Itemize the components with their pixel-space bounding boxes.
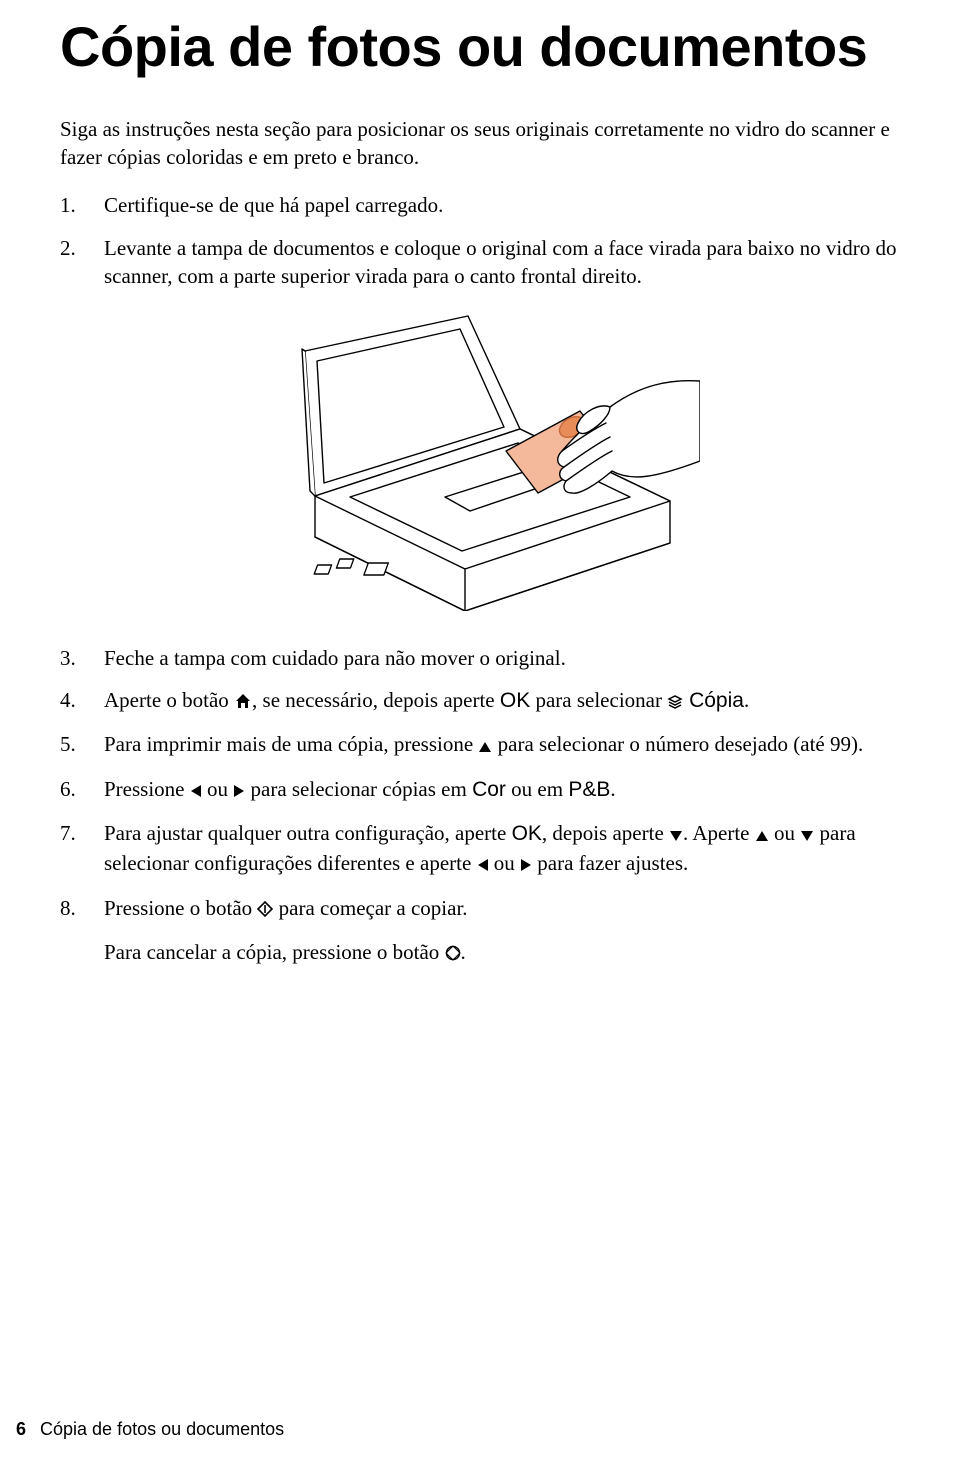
- step-6-text-a: Pressione: [104, 777, 190, 801]
- triangle-down-icon: [800, 821, 814, 849]
- triangle-left-icon: [477, 851, 489, 879]
- ok-label-2: OK: [512, 822, 542, 845]
- step-7-text-b: , depois aperte: [542, 821, 669, 845]
- triangle-right-icon: [233, 777, 245, 805]
- cor-label: Cor: [472, 778, 506, 801]
- step-5-text-b: para selecionar o número desejado (até 9…: [492, 732, 863, 756]
- start-diamond-icon: [257, 896, 273, 924]
- ok-label: OK: [500, 689, 530, 712]
- home-icon: [234, 688, 252, 716]
- step-7-text-d: ou: [769, 821, 801, 845]
- steps-list: Certifique-se de que há papel carregado.…: [60, 191, 900, 923]
- step-6-text-b: ou: [202, 777, 234, 801]
- stop-cancel-icon: [445, 940, 461, 968]
- step-4-text-a: Aperte o botão: [104, 688, 234, 712]
- step-1: Certifique-se de que há papel carregado.: [60, 191, 900, 219]
- step-7-text-a: Para ajustar qualquer outra configuração…: [104, 821, 512, 845]
- triangle-down-icon: [669, 821, 683, 849]
- step-5-text-a: Para imprimir mais de uma cópia, pressio…: [104, 732, 478, 756]
- step-4-text-b: , se necessário, depois aperte: [252, 688, 500, 712]
- step-6: Pressione ou para selecionar cópias em C…: [60, 775, 900, 805]
- step-8-continuation: Para cancelar a cópia, pressione o botão…: [60, 938, 900, 968]
- step-7-text-c: . Aperte: [683, 821, 755, 845]
- triangle-left-icon: [190, 777, 202, 805]
- triangle-up-icon: [478, 732, 492, 760]
- step-5: Para imprimir mais de uma cópia, pressio…: [60, 730, 900, 760]
- intro-paragraph: Siga as instruções nesta seção para posi…: [60, 115, 900, 172]
- step-8-text-b: para começar a copiar.: [273, 896, 467, 920]
- step-4: Aperte o botão , se necessário, depois a…: [60, 686, 900, 716]
- step-2: Levante a tampa de documentos e coloque …: [60, 234, 900, 291]
- copia-label: Cópia: [683, 689, 744, 712]
- page-heading: Cópia de fotos ou documentos: [60, 0, 900, 77]
- step-3: Feche a tampa com cuidado para não mover…: [60, 644, 900, 672]
- step-7-text-f: ou: [489, 851, 521, 875]
- step-8-text-a: Pressione o botão: [104, 896, 257, 920]
- triangle-up-icon: [755, 821, 769, 849]
- step-7: Para ajustar qualquer outra configuração…: [60, 819, 900, 880]
- step-8: Pressione o botão para começar a copiar.: [60, 894, 900, 924]
- step-8-cont-a: Para cancelar a cópia, pressione o botão: [104, 940, 445, 964]
- step-8-cont-b: .: [461, 940, 466, 964]
- page-number: 6: [16, 1419, 26, 1439]
- step-7-text-g: para fazer ajustes.: [532, 851, 688, 875]
- step-4-text-c: para selecionar: [530, 688, 667, 712]
- step-6-text-c: para selecionar cópias em: [245, 777, 472, 801]
- step-6-text-d: ou em: [506, 777, 568, 801]
- step-6-text-e: .: [610, 777, 615, 801]
- triangle-right-icon: [520, 851, 532, 879]
- footer-title: Cópia de fotos ou documentos: [40, 1419, 284, 1439]
- scanner-illustration: [60, 311, 900, 616]
- step-4-text-d: .: [744, 688, 749, 712]
- copy-stack-icon: [667, 688, 683, 716]
- pb-label: P&B: [568, 778, 610, 801]
- page-footer: 6 Cópia de fotos ou documentos: [16, 1419, 284, 1440]
